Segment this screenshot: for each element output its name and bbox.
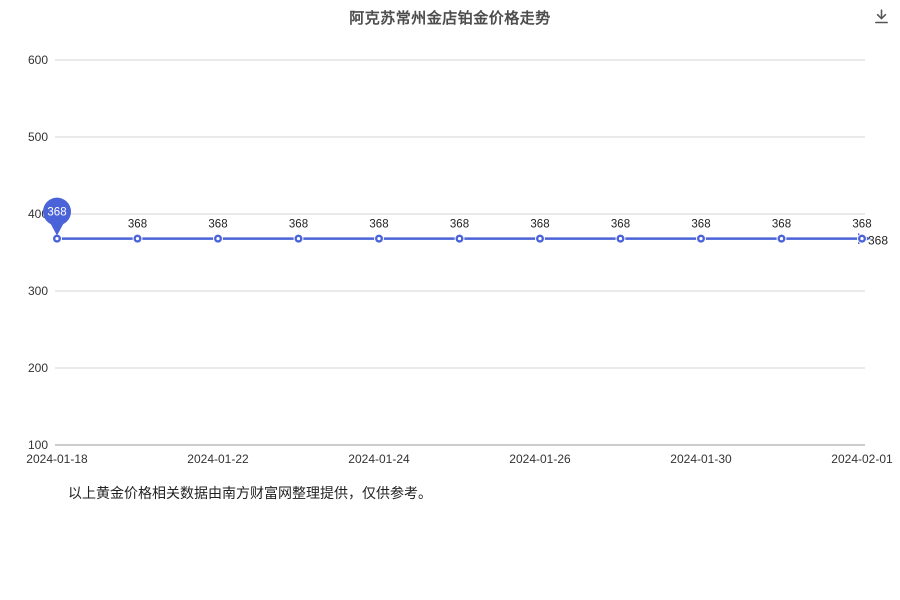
chart-title: 阿克苏常州金店铂金价格走势 xyxy=(349,10,551,27)
first-point-balloon-tail xyxy=(50,222,64,236)
footer-note: 以上黄金价格相关数据由南方财富网整理提供，仅供参考。 xyxy=(68,485,432,501)
y-tick-label: 200 xyxy=(28,361,48,375)
balloon-value-label: 368 xyxy=(47,207,66,219)
chart-header: 阿克苏常州金店铂金价格走势 xyxy=(0,0,900,30)
x-tick-label: 2024-01-22 xyxy=(187,452,249,466)
first-point-balloon[interactable] xyxy=(43,197,71,226)
y-tick-label: 600 xyxy=(28,53,48,67)
data-point-center xyxy=(860,237,864,241)
y-tick-label: 100 xyxy=(28,438,48,452)
x-tick-label: 2024-01-18 xyxy=(26,452,88,466)
x-tick-label: 2024-01-26 xyxy=(509,452,571,466)
data-point-center xyxy=(377,237,381,241)
point-value-label: 368 xyxy=(128,219,147,231)
line-end-value-label: 368 xyxy=(868,234,888,248)
data-point-center xyxy=(699,237,703,241)
y-tick-label: 500 xyxy=(28,130,48,144)
point-value-label: 368 xyxy=(611,219,630,231)
point-value-label: 368 xyxy=(530,219,549,231)
point-value-label: 368 xyxy=(450,219,469,231)
x-tick-label: 2024-01-30 xyxy=(670,452,732,466)
data-point-center xyxy=(216,237,220,241)
point-value-label: 368 xyxy=(289,219,308,231)
data-point-center xyxy=(779,237,784,241)
y-tick-label: 300 xyxy=(28,284,48,298)
x-tick-label: 2024-02-01 xyxy=(831,452,893,466)
data-point-center xyxy=(618,237,623,241)
point-value-label: 368 xyxy=(369,219,388,231)
point-value-label: 368 xyxy=(208,219,227,231)
data-point-center xyxy=(55,237,59,241)
data-point-center xyxy=(538,237,542,241)
point-value-label: 368 xyxy=(772,219,791,231)
data-point-center xyxy=(296,237,301,241)
data-point-center xyxy=(135,237,140,241)
point-value-label: 368 xyxy=(852,219,871,231)
x-tick-label: 2024-01-24 xyxy=(348,452,410,466)
download-icon-glyph xyxy=(874,8,888,23)
point-value-label: 368 xyxy=(691,219,710,231)
download-icon[interactable] xyxy=(870,5,892,27)
data-point-center xyxy=(457,237,462,241)
